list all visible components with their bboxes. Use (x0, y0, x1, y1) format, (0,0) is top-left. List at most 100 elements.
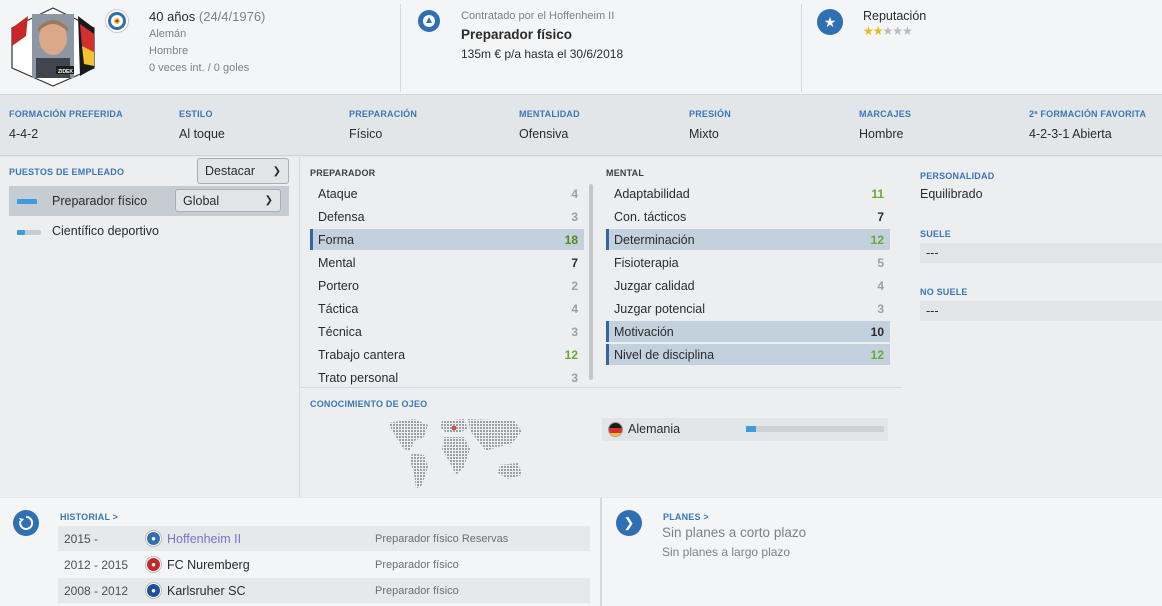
likes-value: --- (920, 243, 1162, 263)
strip-label: ESTILO (179, 109, 213, 119)
attribute-value: 3 (877, 301, 884, 316)
history-row[interactable]: 2008 - 2012 ● Karlsruher SC Preparador físi… (58, 578, 590, 603)
history-row[interactable]: 2015 - ● Hoffenheim II Preparador físico Re… (58, 526, 590, 551)
strip-value: Ofensiva (519, 127, 569, 141)
highlight-dropdown[interactable]: Destacar ❯ (197, 158, 289, 184)
strip-value: Hombre (859, 127, 904, 141)
history-row[interactable]: 2012 - 2015 ● FC Nuremberg Preparador físic… (58, 552, 590, 577)
history-link[interactable]: HISTORIAL > (60, 512, 119, 522)
attribute-name: Trabajo cantera (318, 347, 406, 362)
attribute-value: 4 (571, 301, 578, 316)
star-filled-icon: ★ (872, 24, 884, 38)
club-label[interactable]: Contratado por el Hoffenheim II (461, 10, 615, 22)
attribute-name: Nivel de disciplina (614, 347, 715, 362)
role-row-primary[interactable]: Preparador físico Global ❯ (9, 186, 289, 216)
mental-attributes: Adaptabilidad 11 Con. tácticos 7 Determinaci… (606, 183, 890, 367)
attribute-row[interactable]: Técnica 3 (310, 321, 584, 342)
history-role: Preparador físico (375, 584, 459, 597)
short-term-plans: Sin planes a corto plazo (662, 525, 807, 540)
history-years: 2008 - 2012 (64, 583, 129, 598)
attribute-row[interactable]: Juzgar potencial 3 (606, 298, 890, 319)
attribute-row[interactable]: Táctica 4 (310, 298, 584, 319)
bottom-divider (600, 498, 602, 606)
attribute-row[interactable]: Ataque 4 (310, 183, 584, 204)
long-term-plans: Sin planes a largo plazo (662, 545, 791, 559)
attribute-row[interactable]: Determinación 12 (606, 229, 890, 250)
attribute-row[interactable]: Juzgar calidad 4 (606, 275, 890, 296)
attribute-row[interactable]: Portero 2 (310, 275, 584, 296)
plans-link[interactable]: PLANES > (663, 512, 709, 522)
role-scope-select[interactable]: Global ❯ (175, 189, 281, 212)
attribute-value: 18 (564, 232, 578, 247)
column-divider (299, 157, 300, 497)
attribute-value: 12 (564, 347, 578, 362)
scouting-country-row[interactable]: Alemania (602, 418, 888, 441)
world-map[interactable] (384, 415, 530, 493)
contract-info: 135m € p/a hasta el 30/6/2018 (461, 47, 624, 61)
gender: Hombre (149, 45, 189, 57)
chevron-right-icon[interactable]: ❯ (616, 510, 642, 536)
attribute-value: 7 (571, 255, 578, 270)
attribute-name: Táctica (318, 301, 359, 316)
history-club[interactable]: FC Nuremberg (167, 557, 250, 572)
attribute-name: Adaptabilidad (614, 186, 690, 201)
photo-name-tag: ZIDEK (58, 69, 73, 75)
attribute-row[interactable]: Mental 7 (310, 252, 584, 273)
main-panel: PUESTOS DE EMPLEADO Destacar ❯ Preparado… (0, 157, 1162, 497)
attribute-row[interactable]: Adaptabilidad 11 (606, 183, 890, 204)
club-crest-icon[interactable] (418, 10, 440, 32)
history-years: 2015 - (64, 531, 99, 546)
strip-value: Mixto (689, 127, 719, 141)
history-role: Preparador físico Reservas (375, 532, 509, 545)
reputation-label: Reputación (863, 9, 927, 23)
history-panel: HISTORIAL > 2015 - ● Hoffenheim II Preparad… (0, 498, 600, 606)
attribute-row[interactable]: Motivación 10 (606, 321, 890, 342)
role-name: Preparador físico (52, 194, 148, 208)
attribute-name: Juzgar calidad (614, 278, 695, 293)
attribute-name: Forma (318, 232, 355, 247)
strip-label: MARCAJES (859, 109, 912, 119)
likes-heading: SUELE (920, 229, 952, 239)
role-level-fill (17, 199, 38, 204)
history-club[interactable]: Hoffenheim II (167, 531, 242, 546)
chevron-down-icon: ❯ (264, 195, 273, 206)
strip-label: 2ª FORMACIÓN FAVORITA (1029, 109, 1147, 119)
strip-label: MENTALIDAD (519, 109, 580, 119)
attribute-name: Portero (318, 278, 359, 293)
date-of-birth: (24/4/1976) (198, 9, 266, 24)
job-title: Preparador físico (461, 27, 573, 42)
germany-flag-icon (608, 422, 623, 437)
attribute-value: 2 (571, 278, 578, 293)
club-crest-icon: ● (146, 531, 161, 546)
attribute-value: 3 (571, 324, 578, 339)
coaching-scrollbar[interactable] (589, 184, 593, 380)
attribute-row[interactable]: Forma 18 (310, 229, 584, 250)
strip-value: Al toque (179, 127, 225, 141)
role-level-track (17, 230, 41, 235)
club-crest-icon: ● (146, 557, 161, 572)
attribute-name: Mental (318, 255, 356, 270)
history-club[interactable]: Karlsruher SC (167, 583, 246, 598)
nationality: Alemán (149, 28, 187, 40)
history-icon[interactable] (13, 510, 39, 536)
strip-label: FORMACIÓN PREFERIDA (9, 109, 123, 119)
attribute-row[interactable]: Fisioterapia 5 (606, 252, 890, 273)
attribute-row[interactable]: Nivel de disciplina 12 (606, 344, 890, 365)
age: 40 años (149, 9, 196, 24)
attribute-value: 5 (877, 255, 884, 270)
attribute-value: 4 (877, 278, 884, 293)
attribute-row[interactable]: Trabajo cantera 12 (310, 344, 584, 365)
attribute-row[interactable]: Trato personal 3 (310, 367, 584, 388)
strip-label: PRESIÓN (689, 109, 731, 119)
role-row-secondary[interactable]: Científico deportivo (9, 219, 289, 243)
attribute-name: Técnica (318, 324, 362, 339)
attribute-row[interactable]: Con. tácticos 7 (606, 206, 890, 227)
tactics-strip: FORMACIÓN PREFERIDA 4-4-2 ESTILO Al toque PR… (0, 96, 1162, 156)
attribute-row[interactable]: Defensa 3 (310, 206, 584, 227)
attribute-name: Con. tácticos (614, 209, 687, 224)
dislikes-heading: NO SUELE (920, 287, 968, 297)
role-scope-value: Global (183, 193, 220, 208)
reputation-stars: ★★★★★ (863, 24, 913, 38)
age-line: 40 años (24/4/1976) (149, 9, 265, 24)
attribute-value: 3 (571, 370, 578, 385)
